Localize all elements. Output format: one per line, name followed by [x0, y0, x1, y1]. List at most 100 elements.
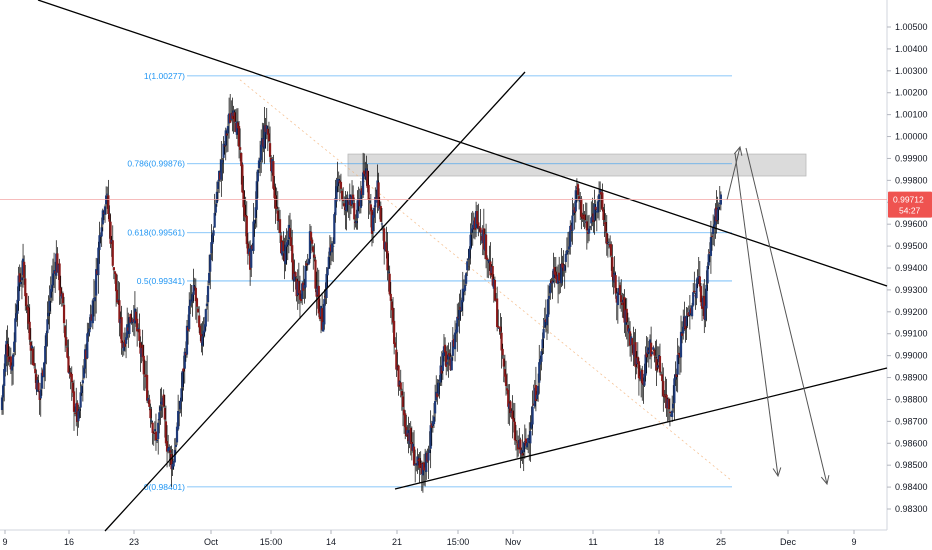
candle-body [450, 357, 453, 371]
candle-body [517, 443, 520, 450]
projection-arrowhead-down-2 [820, 475, 830, 486]
candle-body [395, 349, 398, 370]
candle-body [83, 349, 87, 369]
fibonacci-retracement[interactable]: 1(1.00277) 0.786(0.99876) 0.618(0.99561) 0.… [127, 71, 733, 492]
time-axis[interactable]: 9 16 23 Oct 15:00 14 21 15:00 Nov 11 18 25 Dec 9 [2, 530, 857, 547]
candle-body [127, 327, 130, 331]
candle-body [484, 234, 488, 260]
projection-arrow-down-1[interactable] [734, 152, 779, 477]
candle-body [206, 286, 210, 303]
candle-body [291, 245, 294, 263]
candle-body [521, 453, 524, 456]
candle-body [124, 337, 128, 344]
candle-body [28, 321, 31, 340]
candle-body [239, 147, 242, 150]
candle-body [277, 220, 281, 223]
candle-body [154, 431, 158, 441]
candle-body [247, 248, 251, 255]
candle-body [50, 284, 53, 292]
time-axis-tick-label: 9 [2, 537, 7, 547]
ascending-trend-line[interactable] [104, 71, 526, 532]
candle-body [4, 354, 7, 372]
candle-body [637, 361, 641, 379]
candle-body [537, 385, 540, 395]
time-axis-tick-label: Dec [780, 537, 797, 547]
candle-body [590, 217, 593, 224]
candle-body [455, 329, 458, 334]
candle-body [556, 274, 560, 284]
candle-body [704, 305, 707, 321]
candle-body [659, 374, 663, 376]
candle-body [353, 203, 356, 220]
price-axis-tick-label: 0.98600 [895, 438, 928, 448]
lower-support-trend-line[interactable] [394, 367, 888, 490]
price-axis[interactable]: 1.00500 1.00400 1.00300 1.00200 1.00100 1.000… [887, 22, 928, 514]
candle-body [126, 324, 129, 338]
candle-body [107, 195, 110, 214]
candle-body [641, 369, 644, 384]
trend-line-drawings[interactable] [37, 0, 888, 532]
candle-body [315, 290, 318, 297]
candle-body [378, 205, 381, 210]
candle-body [287, 224, 290, 240]
candle-body [82, 367, 86, 378]
resistance-zone [347, 153, 807, 177]
candle-body [325, 273, 328, 299]
candle-body [191, 294, 194, 302]
candle-body [85, 350, 88, 359]
candle-body [417, 459, 420, 462]
candle-body [95, 269, 98, 296]
candle-body [661, 374, 664, 382]
candle-body [256, 169, 259, 182]
candle-body [129, 313, 132, 323]
candle-body [589, 226, 592, 228]
candle-body [42, 362, 46, 378]
descending-trend-line[interactable] [37, 0, 888, 287]
candle-body [531, 406, 534, 425]
candle-body [432, 416, 436, 425]
candle-body [483, 234, 487, 251]
candle-body [623, 297, 626, 323]
candle-body [80, 386, 83, 394]
time-axis-tick-label: 14 [326, 537, 336, 547]
candle-body [609, 244, 612, 248]
candle-body [551, 281, 554, 284]
candle-body [507, 389, 510, 407]
candle-body [379, 206, 382, 222]
candle-body [180, 388, 183, 402]
candle-body [524, 438, 528, 446]
candle-body [462, 288, 466, 292]
candle-body [474, 211, 478, 229]
candle-body [130, 322, 133, 324]
candle-body [371, 215, 375, 232]
candle-body [592, 213, 595, 222]
fib-level-label: 1(1.00277) [144, 71, 185, 81]
candle-body [489, 261, 492, 276]
projection-arrow-down-2[interactable] [745, 147, 828, 485]
candle-body [633, 344, 636, 357]
candle-body [209, 254, 212, 272]
candle-body [506, 388, 509, 391]
candle-body [152, 432, 155, 434]
candle-body [644, 354, 647, 376]
candle-body [312, 246, 315, 253]
candle-body [493, 279, 497, 301]
candle-body [653, 349, 656, 356]
time-axis-tick-label: 18 [654, 537, 664, 547]
candle-body [354, 221, 357, 223]
candle-body [88, 328, 91, 333]
candle-body [607, 244, 611, 246]
candle-body [52, 270, 56, 274]
candle-body [468, 248, 471, 259]
candle-body [366, 170, 369, 188]
candle-body [385, 242, 388, 252]
candle-body [428, 449, 431, 454]
projection-arrow-up[interactable] [726, 146, 741, 201]
candle-body [347, 201, 350, 205]
candle-body [375, 197, 378, 200]
candle-body [367, 185, 370, 200]
candle-body [282, 241, 285, 252]
candle-body [324, 296, 327, 298]
candle-body [318, 311, 322, 319]
